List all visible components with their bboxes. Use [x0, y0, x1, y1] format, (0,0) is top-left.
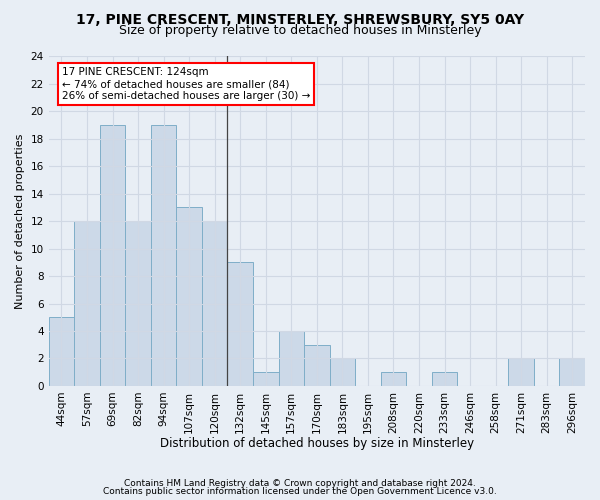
- Bar: [559, 358, 585, 386]
- Bar: [151, 125, 176, 386]
- Text: 17 PINE CRESCENT: 124sqm
← 74% of detached houses are smaller (84)
26% of semi-d: 17 PINE CRESCENT: 124sqm ← 74% of detach…: [62, 68, 310, 100]
- Bar: [125, 221, 151, 386]
- Bar: [380, 372, 406, 386]
- Text: Contains public sector information licensed under the Open Government Licence v3: Contains public sector information licen…: [103, 487, 497, 496]
- Bar: [227, 262, 253, 386]
- Bar: [176, 208, 202, 386]
- Y-axis label: Number of detached properties: Number of detached properties: [15, 134, 25, 309]
- Bar: [49, 317, 74, 386]
- Bar: [432, 372, 457, 386]
- Bar: [74, 221, 100, 386]
- Bar: [508, 358, 534, 386]
- Bar: [100, 125, 125, 386]
- Text: Contains HM Land Registry data © Crown copyright and database right 2024.: Contains HM Land Registry data © Crown c…: [124, 478, 476, 488]
- Bar: [304, 344, 329, 386]
- Bar: [278, 331, 304, 386]
- Text: Size of property relative to detached houses in Minsterley: Size of property relative to detached ho…: [119, 24, 481, 37]
- Text: 17, PINE CRESCENT, MINSTERLEY, SHREWSBURY, SY5 0AY: 17, PINE CRESCENT, MINSTERLEY, SHREWSBUR…: [76, 12, 524, 26]
- X-axis label: Distribution of detached houses by size in Minsterley: Distribution of detached houses by size …: [160, 437, 474, 450]
- Bar: [202, 221, 227, 386]
- Bar: [329, 358, 355, 386]
- Bar: [253, 372, 278, 386]
